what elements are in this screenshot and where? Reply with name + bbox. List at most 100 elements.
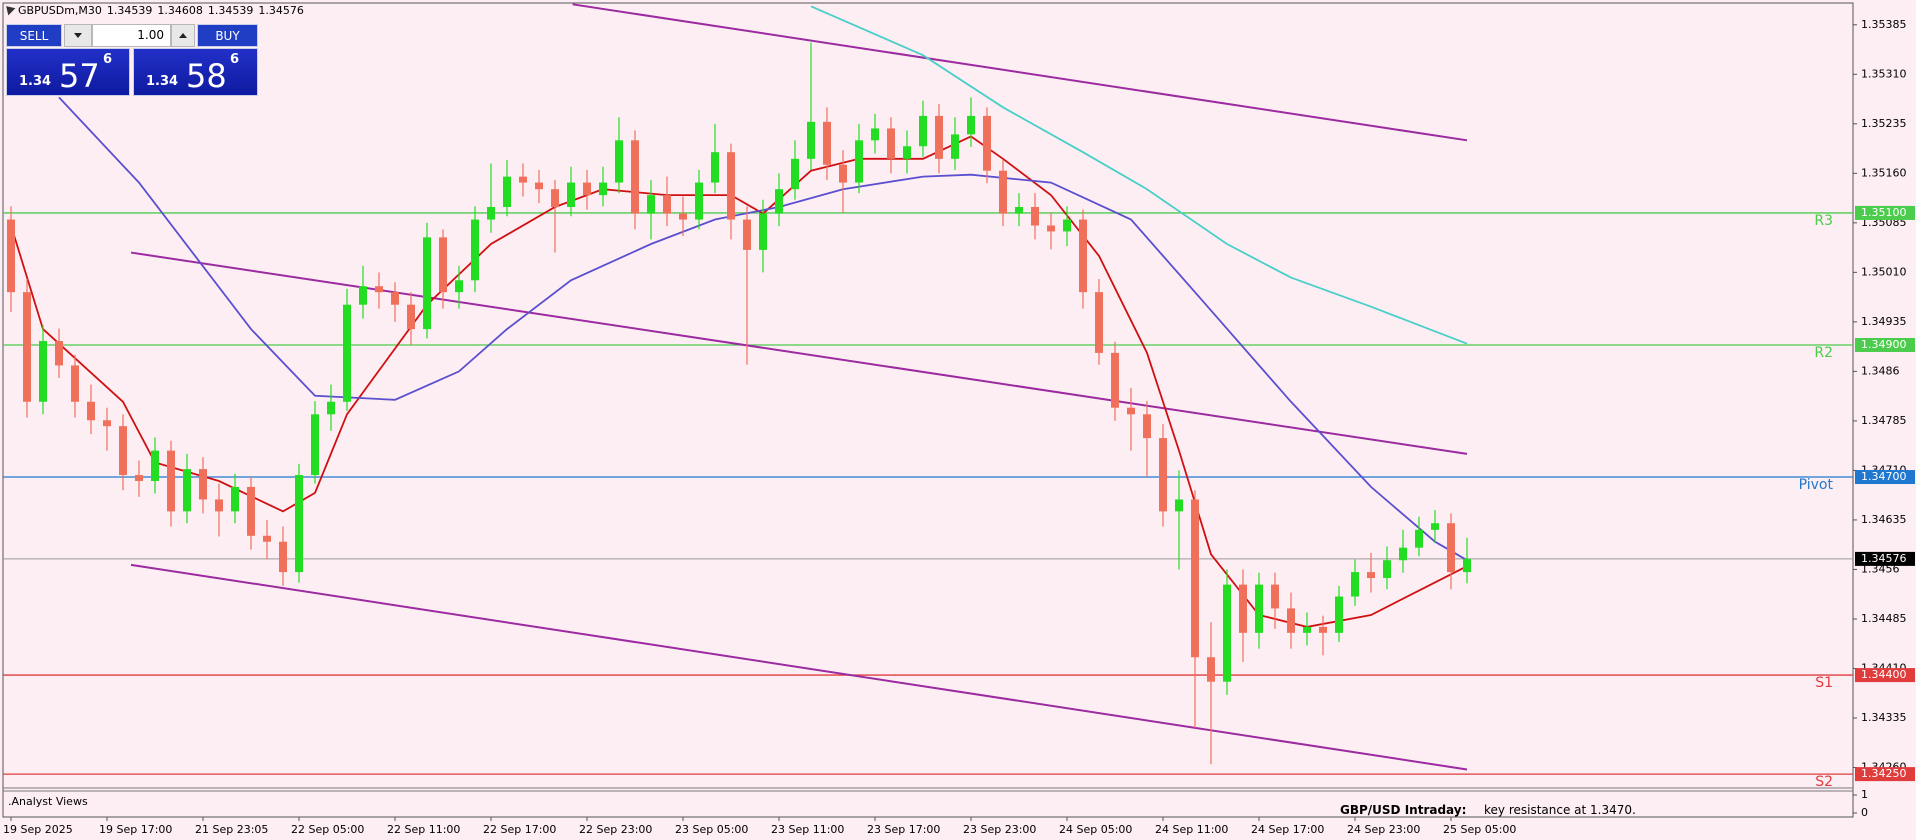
x-tick-label: 19 Sep 17:00	[99, 823, 172, 836]
x-tick-label: 25 Sep 05:00	[1443, 823, 1516, 836]
candle-body	[1463, 558, 1471, 573]
candle-body	[807, 121, 815, 159]
buy-button[interactable]: BUY	[197, 24, 258, 47]
candle-body	[983, 115, 991, 171]
last-price-tag	[1855, 551, 1915, 566]
ohlc-value: 1.34576	[258, 4, 304, 17]
candle-body	[71, 365, 79, 402]
price-base: 1.34	[19, 74, 52, 89]
candle-body	[1159, 438, 1167, 512]
indicator-tick-label: 0	[1861, 806, 1868, 819]
trend-line	[130, 251, 1468, 455]
candle-body	[311, 414, 319, 476]
candle-body	[1207, 657, 1215, 682]
sell-price[interactable]: 1.34 57 6	[6, 48, 130, 96]
candle-body	[839, 164, 847, 183]
level-name: S2	[1815, 774, 1833, 790]
candle-body	[711, 152, 719, 183]
candle-body	[1303, 626, 1311, 633]
annotation-text: key resistance at 1.3470.	[1484, 803, 1636, 817]
annotation-title: GBP/USD Intraday:	[1340, 803, 1467, 817]
x-tick-label: 24 Sep 11:00	[1155, 823, 1228, 836]
candle-body	[151, 450, 159, 481]
candle-body	[871, 128, 879, 141]
candle-body	[647, 195, 655, 214]
candle-body	[1175, 499, 1183, 512]
candle-body	[55, 341, 63, 366]
candle-body	[1447, 523, 1455, 573]
x-tick-label: 21 Sep 23:05	[195, 823, 268, 836]
volume-up[interactable]	[171, 24, 195, 47]
sell-button[interactable]: SELL	[6, 24, 62, 47]
candle-body	[567, 182, 575, 208]
candle-body	[1095, 292, 1103, 353]
candle-body	[519, 176, 527, 183]
candle-body	[423, 237, 431, 330]
candle-body	[135, 475, 143, 481]
candle-body	[199, 469, 207, 500]
candle-body	[231, 486, 239, 512]
x-tick-label: 24 Sep 17:00	[1251, 823, 1324, 836]
ohlc-value: 1.34608	[157, 4, 203, 17]
last-price-label: 1.34576	[1861, 552, 1907, 565]
y-tick-label: 1.35160	[1861, 166, 1907, 179]
y-tick-label: 1.35235	[1861, 117, 1907, 130]
level-tag	[1855, 668, 1915, 683]
candle-body	[663, 195, 671, 214]
volume-input[interactable]: 1.00	[92, 24, 171, 47]
candle-body	[1351, 572, 1359, 597]
x-tick-label: 24 Sep 23:00	[1347, 823, 1420, 836]
volume-down[interactable]	[64, 24, 92, 47]
candle-body	[583, 182, 591, 196]
price-point: 6	[230, 52, 240, 67]
candle-body	[743, 219, 751, 250]
x-tick-label: 19 Sep 2025	[3, 823, 73, 836]
buy-price[interactable]: 1.34 58 6	[133, 48, 258, 96]
candle-body	[615, 140, 623, 183]
candle-body	[759, 213, 767, 250]
candle-body	[103, 420, 111, 427]
candle-body	[903, 146, 911, 159]
chart-title: GBPUSDm,M30	[18, 4, 102, 17]
candle-body	[1063, 219, 1071, 232]
x-tick-label: 23 Sep 23:00	[963, 823, 1036, 836]
candle-body	[1127, 407, 1135, 415]
candle-body	[1223, 584, 1231, 682]
candle-body	[407, 304, 415, 330]
candle-body	[375, 286, 383, 293]
candle-body	[1191, 499, 1199, 658]
x-tick-label: 22 Sep 17:00	[483, 823, 556, 836]
level-tag	[1855, 767, 1915, 782]
candle-body	[823, 121, 831, 165]
price-pips: 58	[186, 57, 227, 95]
level-name: S1	[1815, 675, 1833, 691]
y-tick-label: 1.35385	[1861, 18, 1907, 31]
price-base: 1.34	[146, 74, 179, 89]
candle-body	[327, 401, 335, 415]
x-tick-label: 23 Sep 05:00	[675, 823, 748, 836]
y-tick-label: 1.35010	[1861, 265, 1907, 278]
x-tick-label: 22 Sep 05:00	[291, 823, 364, 836]
trade-panel: SELL 1.00 BUY 1.34 57 6 1.34 58 6	[6, 24, 258, 97]
candle-body	[279, 541, 287, 573]
candle-body	[471, 219, 479, 281]
candle-body	[599, 182, 607, 196]
candle-body	[1431, 523, 1439, 530]
candle-body	[935, 115, 943, 159]
y-tick-label: 1.35310	[1861, 67, 1907, 80]
candle-body	[263, 535, 271, 542]
plot-frame	[2, 2, 1854, 818]
moving-average	[58, 96, 1468, 561]
candle-body	[455, 280, 463, 293]
candle-body	[631, 140, 639, 214]
x-tick-label: 22 Sep 23:00	[579, 823, 652, 836]
price-pips: 57	[59, 57, 100, 95]
candle-body	[119, 426, 127, 476]
level-tag-label: 1.34700	[1861, 470, 1907, 483]
candle-body	[247, 486, 255, 536]
candle-body	[87, 401, 95, 421]
level-name: Pivot	[1799, 477, 1834, 493]
candle-body	[7, 219, 15, 293]
candle-body	[1031, 207, 1039, 226]
